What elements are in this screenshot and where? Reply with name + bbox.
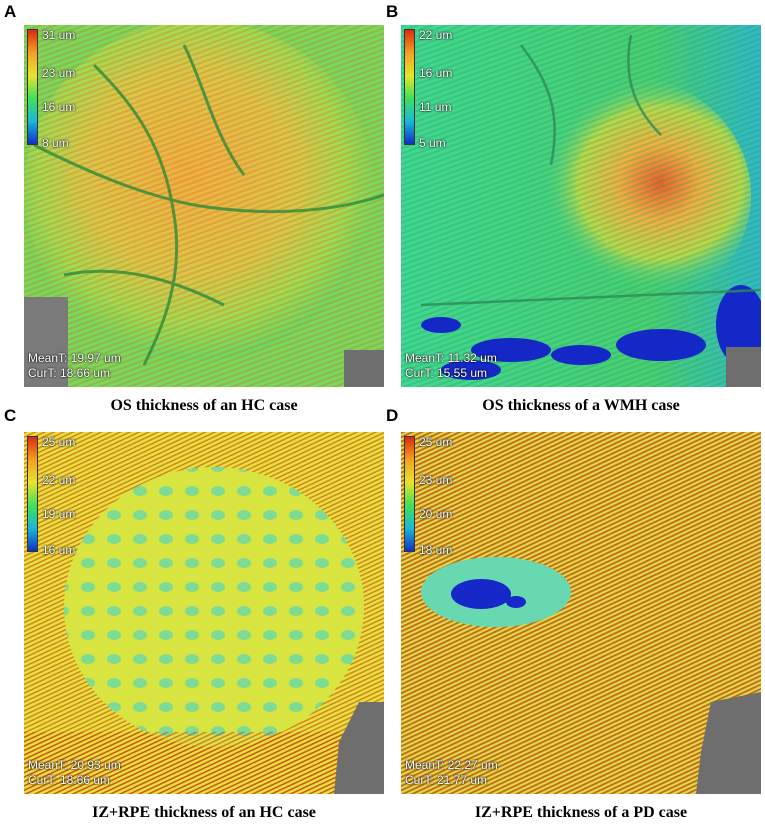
legend-tick-high: 23 um (42, 66, 76, 80)
legend-tick-high: 16 um (419, 66, 453, 80)
color-scale-bar (27, 29, 38, 145)
legend-tick-min: 8 um (42, 136, 69, 150)
legend-tick-high: 22 um (42, 473, 76, 487)
legend-tick-low: 11 um (419, 100, 452, 114)
thickness-map-os-wmh: 22 um 16 um 11 um 5 um MeanT: 11.32 um C… (401, 25, 761, 387)
current-thickness: CurT: 18.66 um (28, 366, 111, 380)
panel-label-a: A (4, 2, 17, 21)
thickness-heatmap-image (401, 25, 761, 387)
current-thickness: CurT: 15.55 um (405, 366, 488, 380)
mean-thickness: MeanT: 22.27 um (405, 758, 498, 772)
color-scale-legend: 25 um 22 um 19 um 16 um (27, 435, 97, 557)
panel-caption-b: OS thickness of a WMH case (482, 397, 680, 414)
thickness-stats: MeanT: 20.93 um CurT: 18.66 um (28, 758, 121, 788)
thickness-heatmap-image (24, 25, 384, 387)
panel-caption-d: IZ+RPE thickness of a PD case (474, 804, 688, 821)
legend-tick-high: 23 um (419, 473, 453, 487)
mean-thickness: MeanT: 20.93 um (28, 758, 121, 772)
color-scale-legend: 22 um 16 um 11 um 5 um (404, 28, 474, 150)
mean-thickness: MeanT: 19.97 um (28, 351, 121, 365)
color-scale-bar (404, 29, 415, 145)
panel-caption-c: IZ+RPE thickness of an HC case (92, 804, 316, 821)
thickness-stats: MeanT: 11.32 um CurT: 15.55 um (405, 351, 497, 381)
legend-tick-max: 31 um (42, 28, 76, 42)
thickness-map-izrpe-pd: 25 um 23 um 20 um 18 um MeanT: 22.27 um … (401, 432, 761, 794)
panel-label-d: D (386, 406, 399, 425)
thickness-heatmap-image (24, 432, 384, 794)
legend-tick-max: 25 um (42, 435, 76, 449)
legend-tick-min: 16 um (42, 543, 76, 557)
mean-thickness: MeanT: 11.32 um (405, 351, 497, 365)
legend-tick-min: 5 um (419, 136, 446, 150)
legend-tick-low: 20 um (419, 507, 453, 521)
thickness-stats: MeanT: 22.27 um CurT: 21.77 um (405, 758, 498, 788)
color-scale-legend: 31 um 23 um 16 um 8 um (27, 28, 97, 150)
color-scale-bar (27, 436, 38, 552)
legend-tick-low: 16 um (42, 100, 76, 114)
thickness-map-os-hc: 31 um 23 um 16 um 8 um MeanT: 19.97 um C… (24, 25, 384, 387)
current-thickness: CurT: 18.66 um (28, 773, 111, 787)
thickness-stats: MeanT: 19.97 um CurT: 18.66 um (28, 351, 121, 381)
legend-tick-max: 22 um (419, 28, 453, 42)
thickness-map-izrpe-hc: 25 um 22 um 19 um 16 um MeanT: 20.93 um … (24, 432, 384, 794)
current-thickness: CurT: 21.77 um (405, 773, 488, 787)
panel-label-c: C (4, 406, 17, 425)
legend-tick-min: 18 um (419, 543, 453, 557)
legend-tick-max: 25 um (419, 435, 453, 449)
color-scale-legend: 25 um 23 um 20 um 18 um (404, 435, 474, 557)
panel-caption-a: OS thickness of an HC case (110, 397, 298, 414)
legend-tick-low: 19 um (42, 507, 76, 521)
panel-label-b: B (386, 2, 399, 21)
color-scale-bar (404, 436, 415, 552)
thickness-heatmap-image (401, 432, 761, 794)
